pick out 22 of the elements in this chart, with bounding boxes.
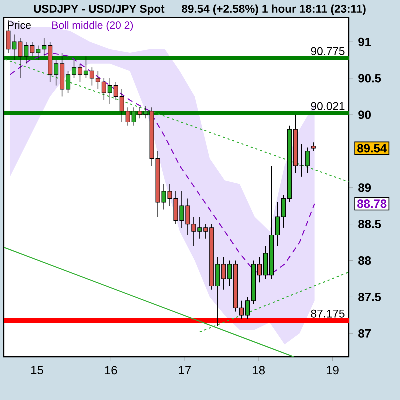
y-tick-label: 90.5 <box>358 74 382 83</box>
ref-line-label: 87.175 <box>311 310 345 318</box>
y-tick-label: 90 <box>358 110 371 120</box>
chart-title: USDJPY - USD/JPY Spot <box>34 4 165 16</box>
y-tick-label: 89 <box>358 184 372 192</box>
text: Boll middle (20 2) <box>52 21 134 32</box>
x-tick-label: 19 <box>327 366 339 375</box>
x-tick-label: 16 <box>105 366 118 375</box>
y-tick-label: 88 <box>358 256 372 265</box>
text: 88.78 <box>358 200 387 208</box>
candlestick <box>305 147 310 174</box>
y-tick-label: 88.5 <box>358 220 382 229</box>
y-tick-label: 87.5 <box>358 292 382 302</box>
ref-line-label: 90.021 <box>311 102 345 110</box>
ref-line-label: 90.775 <box>311 47 345 56</box>
y-tick-label: 91 <box>358 38 372 46</box>
chart-subtitle: 89.54 (+2.58%) 1 hour 18:11 (23:11) <box>182 4 366 16</box>
text: 89.54 <box>358 144 388 153</box>
x-tick-label: 17 <box>179 366 192 374</box>
x-tick-label: 15 <box>32 366 44 375</box>
x-tick-label: 18 <box>253 366 266 375</box>
y-tick-label: 87 <box>358 329 371 338</box>
